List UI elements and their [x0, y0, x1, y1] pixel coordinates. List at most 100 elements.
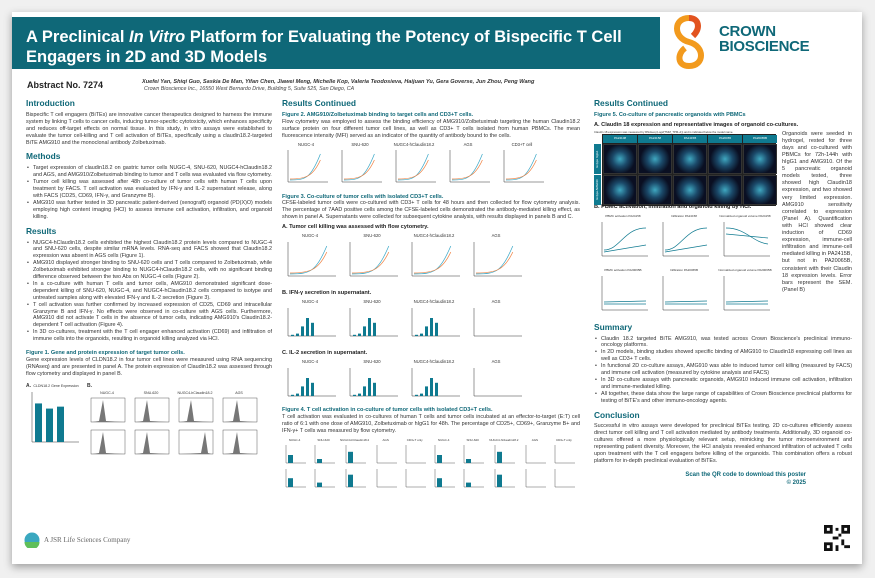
bar — [306, 377, 309, 396]
panel-title: SNU-620 — [143, 390, 159, 395]
organoid-image — [708, 175, 742, 206]
panel-title: Normalized organoid volume PA20065B — [718, 267, 772, 272]
series-line — [343, 160, 375, 180]
panel-title: NUGC-4 — [301, 358, 319, 364]
bar-chart — [314, 445, 335, 488]
axis — [473, 307, 522, 337]
bar — [35, 403, 42, 442]
histogram — [134, 429, 170, 454]
bar — [373, 382, 376, 396]
chart-panel: SNU-620 — [311, 437, 336, 492]
organoid-image-grid: PA24108 PA24158 PA2415B PA20065 PA20065B — [602, 134, 777, 207]
abstract-number: Abstract No. 7274 — [27, 80, 104, 90]
axis — [473, 367, 522, 397]
axis — [411, 241, 460, 277]
histogram-panel: NUGC4-hClaudin18.2 — [175, 390, 215, 427]
axis — [395, 150, 436, 183]
bar-chart — [287, 307, 336, 337]
line-chart — [473, 241, 522, 277]
qr-code[interactable] — [824, 525, 850, 551]
panel-title: SNU-620 — [351, 141, 369, 147]
panel-title: AGS — [491, 298, 501, 304]
figure3b-label: B. IFN-γ secretion in supernatant. — [282, 290, 372, 297]
organoid-image — [673, 144, 707, 175]
methods-heading: Methods — [26, 151, 61, 162]
bar — [288, 478, 293, 488]
histogram-panel: SNU-620 — [131, 390, 171, 427]
chart-panel: NUGC-4 — [282, 299, 338, 347]
model-header: PA20065 — [708, 135, 742, 144]
chart-panel: CD3+T only — [402, 437, 427, 492]
bar — [296, 333, 299, 336]
axis — [662, 221, 709, 256]
chart-panel: NUGC-4 — [282, 142, 330, 194]
histogram-fill — [224, 431, 256, 454]
histogram — [178, 397, 214, 422]
bar — [353, 334, 356, 336]
line-chart — [449, 150, 490, 183]
histogram — [134, 397, 170, 422]
axis — [349, 241, 398, 277]
panel-title: CD3+T only — [406, 437, 423, 442]
series-line — [505, 154, 537, 181]
bar — [415, 334, 418, 336]
poster-title: A Preclinical In Vitro Platform for Eval… — [26, 27, 646, 67]
panel-title: NUGC4-hClaudin18.2 — [393, 141, 435, 147]
series-line — [289, 154, 321, 181]
organoid-image — [638, 175, 672, 206]
panel-label: B. — [87, 382, 92, 389]
bar — [420, 333, 423, 336]
left-column: Introduction Bispecific T cell engagers (… — [26, 99, 272, 459]
figure5-text: Organoids were seeded in hydrogel, reste… — [782, 130, 852, 293]
series-line — [351, 251, 390, 274]
chart-panel: SNU-620 — [344, 299, 400, 347]
qr-text: Scan the QR code to download this poster — [685, 471, 806, 478]
copyright: © 2025 — [786, 479, 806, 486]
results-continued-heading: Results Continued — [282, 98, 356, 108]
bar — [311, 382, 314, 396]
bar — [437, 455, 443, 464]
chart-panel: AGS — [468, 299, 524, 347]
chart-panel: SNU-620 — [344, 359, 400, 407]
bar-chart — [287, 367, 336, 397]
bar — [291, 334, 294, 336]
chart-panel: NUGC-4 — [431, 437, 456, 492]
bar — [373, 322, 376, 336]
panel-title: Infiltration PA24158 — [671, 213, 697, 218]
organoid-image — [603, 175, 637, 206]
panel-title: CLDN18.2 Gene Expression — [33, 383, 79, 388]
histogram — [222, 397, 258, 422]
summary-list: Claudin 18.2 targeted BiTE AMG910, was t… — [594, 336, 852, 405]
bar — [368, 377, 371, 396]
panel-title: NUGC4-hClaudin18.2 — [340, 437, 370, 442]
figure2-title: Figure 2. AMG910/Zolbetuximab binding to… — [282, 111, 474, 118]
results-continued-heading: Results Continued — [594, 98, 668, 108]
list-item: Claudin 18.2 targeted BiTE AMG910, was t… — [594, 336, 852, 350]
bar — [415, 394, 418, 396]
histogram — [222, 429, 258, 454]
bar — [348, 475, 354, 488]
chart-panel: NUGC-4 — [282, 233, 338, 287]
axis — [601, 221, 648, 256]
figure3b: NUGC-4 SNU-620 NUGC4-hClaudin18.2 AGS — [282, 299, 580, 347]
axis — [601, 275, 648, 310]
bar-chart — [495, 445, 516, 488]
axis — [473, 241, 522, 277]
figure5a-label: A. Claudin 18 expression and representat… — [594, 121, 799, 128]
panel-title: NUGC4-hClaudin18.2 — [413, 298, 455, 304]
bar — [425, 386, 428, 396]
title-italic: In Vitro — [129, 28, 186, 46]
bar — [435, 382, 438, 396]
panel-title: AGS — [463, 141, 473, 147]
line-chart — [503, 150, 544, 183]
panel-title: NUGC4-hClaudin18.2 — [489, 437, 519, 442]
axis — [287, 367, 336, 397]
histogram-fill — [92, 399, 124, 422]
organoid-images: Claudin 18 expression was measured by RN… — [594, 130, 777, 294]
summary-heading: Summary — [594, 321, 633, 332]
chart-panel: NUGC4-hClaudin18.2 — [340, 437, 369, 492]
bar-chart — [434, 445, 456, 488]
axis — [723, 275, 770, 310]
middle-column: Results Continued Figure 2. AMG910/Zolbe… — [282, 98, 580, 492]
bar-chart — [526, 445, 547, 488]
